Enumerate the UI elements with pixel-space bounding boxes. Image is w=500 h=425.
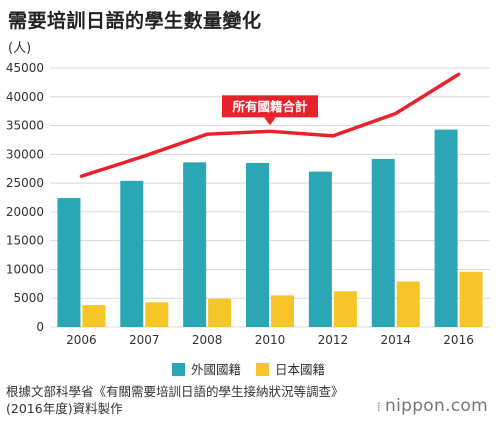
- bar-japanese-2012: [333, 291, 357, 327]
- brand-mark-icon: ⁞: [376, 400, 382, 414]
- x-tick-label: 2006: [66, 333, 97, 347]
- x-tick-label: 2008: [192, 333, 223, 347]
- x-axis: 2006 2007 2008 2010 2012 2014 2016: [66, 333, 474, 347]
- annotation-pointer: [264, 117, 276, 126]
- legend-label: 外國國籍: [191, 362, 241, 377]
- x-tick-label: 2014: [380, 333, 411, 347]
- source-line-2: (2016年度)資料製作: [6, 401, 123, 416]
- y-tick-label: 30000: [6, 147, 44, 161]
- y-tick-label: 20000: [6, 205, 44, 219]
- legend-swatch: [256, 363, 269, 376]
- annotation-box: [222, 95, 318, 118]
- bar-japanese-2010: [271, 295, 294, 327]
- bar-foreign-2016: [434, 129, 458, 327]
- y-tick-label: 25000: [6, 176, 44, 190]
- legend-swatch: [172, 363, 185, 376]
- legend-label: 日本國籍: [275, 362, 325, 377]
- bar-japanese-2006: [82, 305, 106, 327]
- bar-japanese-2014: [396, 281, 420, 327]
- x-tick-label: 2012: [318, 333, 349, 347]
- total-line-path: [79, 72, 461, 178]
- bar-foreign-2014: [371, 158, 395, 327]
- x-tick-label: 2007: [129, 333, 160, 347]
- bars: [57, 129, 483, 327]
- bar-foreign-2012: [308, 171, 332, 327]
- brand-text: nippon.com: [385, 396, 488, 416]
- legend: 外國國籍 日本國籍: [172, 362, 325, 377]
- source-note: 根據文部科學省《有關需要培訓日語的學生接納狀況等調查》 (2016年度)資料製作: [6, 383, 386, 417]
- x-tick-label: 2010: [255, 333, 286, 347]
- y-tick-label: 35000: [6, 119, 44, 133]
- bar-japanese-2016: [459, 271, 483, 327]
- x-tick-label: 2016: [443, 333, 474, 347]
- y-axis-unit: (人): [8, 41, 31, 56]
- y-axis: 0 5000 10000 15000 20000 25000 30000 35000 40000…: [6, 61, 44, 334]
- line-annotation: 所有國籍合計: [222, 95, 318, 126]
- bar-foreign-2010: [246, 162, 269, 327]
- source-line-1: 根據文部科學省《有關需要培訓日語的學生接納狀況等調查》: [6, 384, 344, 399]
- y-tick-label: 0: [36, 320, 44, 334]
- brand-logo: ⁞ nippon.com: [377, 396, 488, 416]
- y-tick-label: 5000: [13, 291, 44, 305]
- annotation-label: 所有國籍合計: [232, 99, 308, 114]
- bar-japanese-2008: [208, 298, 232, 327]
- total-line: [79, 72, 461, 178]
- chart-title: 需要培訓日語的學生數量變化: [8, 10, 262, 32]
- y-tick-label: 15000: [6, 234, 44, 248]
- y-tick-label: 45000: [6, 61, 44, 75]
- y-tick-label: 10000: [6, 262, 44, 276]
- y-tick-label: 40000: [6, 90, 44, 104]
- bar-foreign-2006: [57, 198, 81, 327]
- bar-foreign-2008: [183, 162, 207, 327]
- bar-japanese-2007: [145, 302, 169, 327]
- bar-foreign-2007: [120, 180, 144, 327]
